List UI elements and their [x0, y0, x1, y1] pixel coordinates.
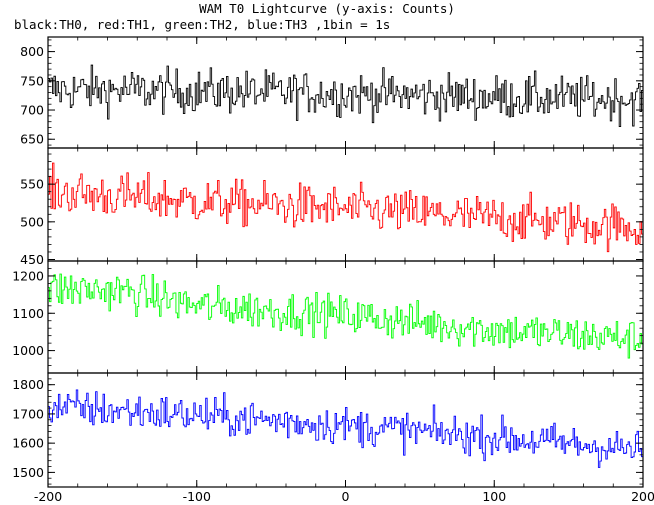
- x-tick-label: -100: [183, 489, 211, 504]
- y-tick-label: 1800: [12, 377, 44, 392]
- y-tick-label: 1500: [12, 465, 44, 480]
- series-th1: [48, 162, 643, 253]
- y-tick-label: 750: [20, 73, 44, 88]
- y-tick-label: 1600: [12, 436, 44, 451]
- x-tick-label: 0: [342, 489, 350, 504]
- panel-frame: [47, 36, 644, 149]
- y-tick-label: 1700: [12, 406, 44, 421]
- panel-th2: 1000 1100 1200: [12, 260, 644, 374]
- chart-title: WAM T0 Lightcurve (y-axis: Counts): [199, 1, 455, 16]
- panel-th3: 1500 1600 1700 1800: [12, 372, 644, 488]
- y-tick-label: 800: [20, 44, 44, 59]
- chart-subtitle: black:TH0, red:TH1, green:TH2, blue:TH3 …: [14, 17, 391, 32]
- series-th2: [48, 273, 643, 359]
- panel-frame: [47, 260, 644, 374]
- y-tick-label: 500: [20, 214, 44, 229]
- panel-th0: 650 700 750 800: [20, 36, 644, 149]
- series-th0: [48, 64, 643, 127]
- y-tick-label: 650: [20, 132, 44, 147]
- y-tick-label: 1200: [12, 268, 44, 283]
- x-tick-label: -200: [34, 489, 62, 504]
- x-tick-label: 100: [482, 489, 506, 504]
- y-tick-label: 700: [20, 103, 44, 118]
- y-tick-label: 1000: [12, 343, 44, 358]
- x-tick-label: 200: [631, 489, 654, 504]
- panel-th1: 450 500 550: [20, 147, 644, 267]
- y-tick-label: 550: [20, 177, 44, 192]
- y-tick-label: 1100: [12, 306, 44, 321]
- series-th3: [48, 389, 643, 468]
- y-tick-label: 450: [20, 252, 44, 267]
